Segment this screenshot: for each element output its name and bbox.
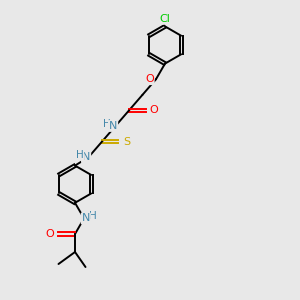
Text: O: O	[46, 229, 55, 239]
Text: O: O	[149, 105, 158, 116]
Text: H: H	[76, 150, 83, 160]
Text: H: H	[88, 211, 96, 221]
Text: H: H	[103, 118, 110, 129]
Text: N: N	[82, 152, 90, 162]
Text: N: N	[109, 121, 117, 131]
Text: N: N	[82, 213, 90, 224]
Text: Cl: Cl	[160, 14, 170, 24]
Text: O: O	[145, 74, 154, 84]
Text: S: S	[123, 136, 130, 147]
